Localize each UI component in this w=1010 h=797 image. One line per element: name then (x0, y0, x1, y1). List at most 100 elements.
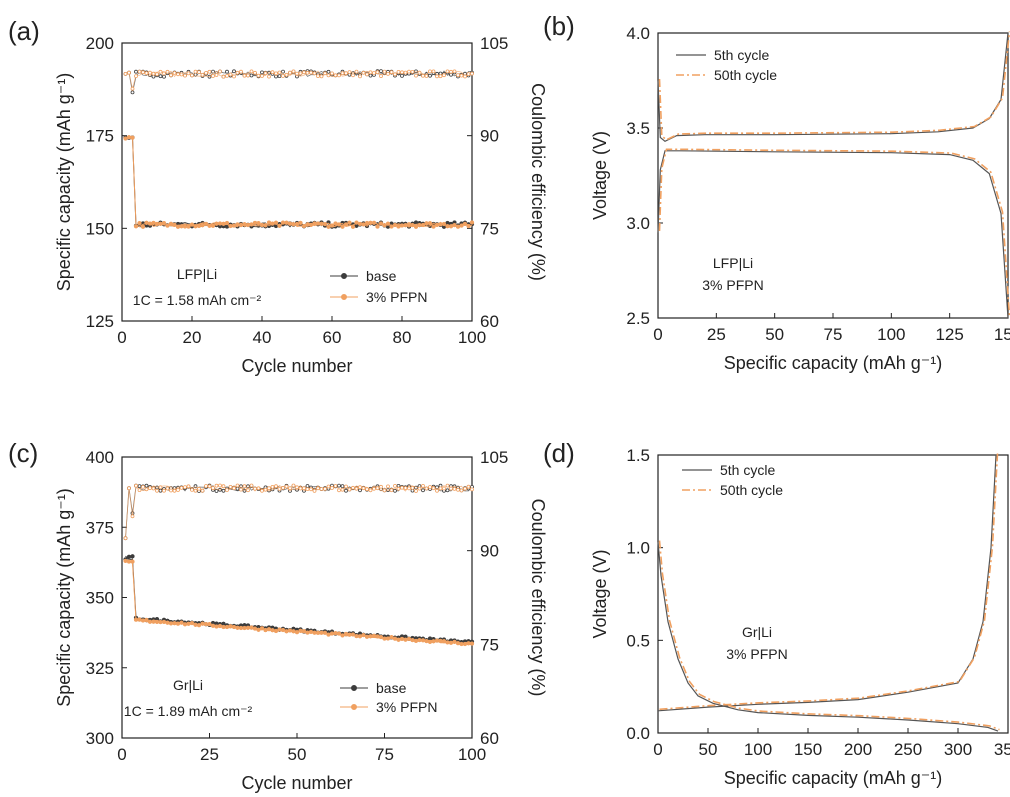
efficiency-point-pfpn (260, 488, 264, 493)
panel-label: (b) (543, 11, 575, 41)
y-tick-label: 3.0 (626, 214, 650, 233)
electrolyte-annotation: 3% PFPN (702, 277, 763, 293)
capacity-point-pfpn (438, 222, 443, 227)
capacity-point-pfpn (273, 628, 279, 634)
capacity-point-pfpn (165, 223, 170, 228)
efficiency-point-pfpn (326, 484, 331, 489)
efficiency-point-pfpn (232, 74, 236, 79)
capacity-point-pfpn (424, 638, 429, 644)
capacity-point-pfpn (399, 636, 405, 642)
capacity-point-pfpn (200, 223, 205, 228)
curve-50th-discharge_curve (658, 540, 1000, 731)
efficiency-point-pfpn (375, 70, 380, 75)
efficiency-point-pfpn (246, 73, 250, 78)
capacity-point-pfpn (214, 624, 219, 629)
efficiency-point-base (214, 489, 219, 493)
capacity-point-pfpn (256, 220, 261, 226)
efficiency-point-pfpn (134, 74, 138, 78)
capacity-point-pfpn (291, 222, 296, 227)
efficiency-point-pfpn (183, 485, 187, 490)
efficiency-point-pfpn (372, 71, 376, 75)
efficiency-point-base (134, 69, 138, 74)
x-tick-label: 150 (794, 740, 822, 759)
y-tick-label: 400 (86, 448, 114, 467)
efficiency-point-pfpn (281, 74, 285, 78)
y-tick-label: 1.5 (626, 446, 650, 465)
efficiency-point-pfpn (438, 486, 443, 491)
capacity-point-pfpn (217, 221, 223, 226)
y2-axis-label: Coulombic efficiency (%) (528, 499, 548, 697)
y-tick-label: 125 (86, 312, 114, 331)
capacity-point-pfpn (417, 637, 422, 643)
legend-label: base (376, 680, 407, 696)
efficiency-point-pfpn (137, 488, 142, 493)
capacity-point-pfpn (459, 223, 464, 228)
legend-label: 3% PFPN (376, 699, 437, 715)
efficiency-point-pfpn (309, 487, 313, 492)
efficiency-point-pfpn (235, 70, 240, 75)
capacity-point-pfpn (389, 634, 394, 640)
y2-tick-label: 105 (480, 448, 508, 467)
efficiency-point-pfpn (379, 74, 383, 78)
x-tick-label: 350 (994, 740, 1010, 759)
y-tick-label: 3.5 (626, 119, 650, 138)
y-tick-label: 175 (86, 127, 114, 146)
efficiency-point-pfpn (151, 71, 156, 76)
capacity-point-pfpn (294, 630, 300, 635)
efficiency-point-pfpn (386, 484, 390, 489)
capacity-point-pfpn (375, 224, 380, 229)
capacity-point-pfpn (231, 624, 237, 630)
panel-c-chart: (c) 0 25 50 75 100 300 325 350 375 400 Cycle number… (8, 438, 548, 793)
capacity-point-pfpn (340, 633, 345, 638)
capacity-point-pfpn (280, 220, 286, 225)
x-tick-label: 150 (994, 325, 1010, 344)
y-tick-label: 200 (86, 34, 114, 53)
capacity-point-pfpn (326, 224, 331, 229)
efficiency-point-pfpn (197, 70, 201, 74)
efficiency-point-pfpn (148, 486, 152, 491)
efficiency-point-pfpn (193, 69, 198, 74)
efficiency-point-pfpn (452, 69, 457, 74)
capacity-point-pfpn (305, 630, 310, 635)
efficiency-point-pfpn (407, 486, 411, 491)
efficiency-point-pfpn (270, 70, 275, 75)
capacity-point-pfpn (354, 220, 359, 225)
capacity-point-pfpn (462, 641, 468, 647)
efficiency-point-pfpn (225, 74, 229, 78)
efficiency-point-pfpn (256, 486, 261, 491)
efficiency-point-pfpn (368, 488, 373, 493)
efficiency-point-base (368, 73, 373, 78)
capacity-point-pfpn (126, 135, 132, 140)
efficiency-point-pfpn (281, 485, 285, 490)
efficiency-point-pfpn (186, 484, 191, 489)
capacity-point-pfpn (378, 634, 384, 640)
capacity-point-pfpn (235, 222, 240, 227)
efficiency-point-pfpn (284, 484, 289, 489)
capacity-point-pfpn (445, 224, 450, 229)
capacity-point-pfpn (336, 631, 342, 636)
cell-annotation: Gr|Li (742, 624, 772, 640)
capacity-point-pfpn (308, 629, 314, 635)
capacity-point-pfpn (445, 640, 450, 645)
capacity-point-pfpn (403, 223, 408, 228)
efficiency-point-pfpn (435, 488, 439, 493)
curve-50th-charge_curve (659, 453, 999, 711)
efficiency-point-base (445, 488, 450, 493)
capacity-point-pfpn (427, 221, 433, 226)
capacity-point-pfpn (410, 637, 415, 643)
capacity-point-pfpn (196, 223, 202, 229)
efficiency-point-pfpn (361, 486, 366, 491)
efficiency-point-pfpn (123, 536, 128, 541)
capacity-point-pfpn (434, 222, 440, 228)
y-tick-label: 375 (86, 518, 114, 537)
efficiency-point-pfpn (218, 69, 222, 74)
capacity-point-pfpn (329, 223, 335, 228)
capacity-point-pfpn (137, 220, 142, 226)
capacity-point-pfpn (375, 634, 380, 639)
efficiency-point-pfpn (158, 485, 163, 490)
efficiency-point-pfpn (204, 484, 208, 488)
efficiency-point-pfpn (417, 486, 422, 491)
capacity-point-pfpn (168, 621, 174, 626)
y-axis-label: Voltage (V) (590, 131, 610, 220)
capacity-point-pfpn (301, 629, 307, 634)
